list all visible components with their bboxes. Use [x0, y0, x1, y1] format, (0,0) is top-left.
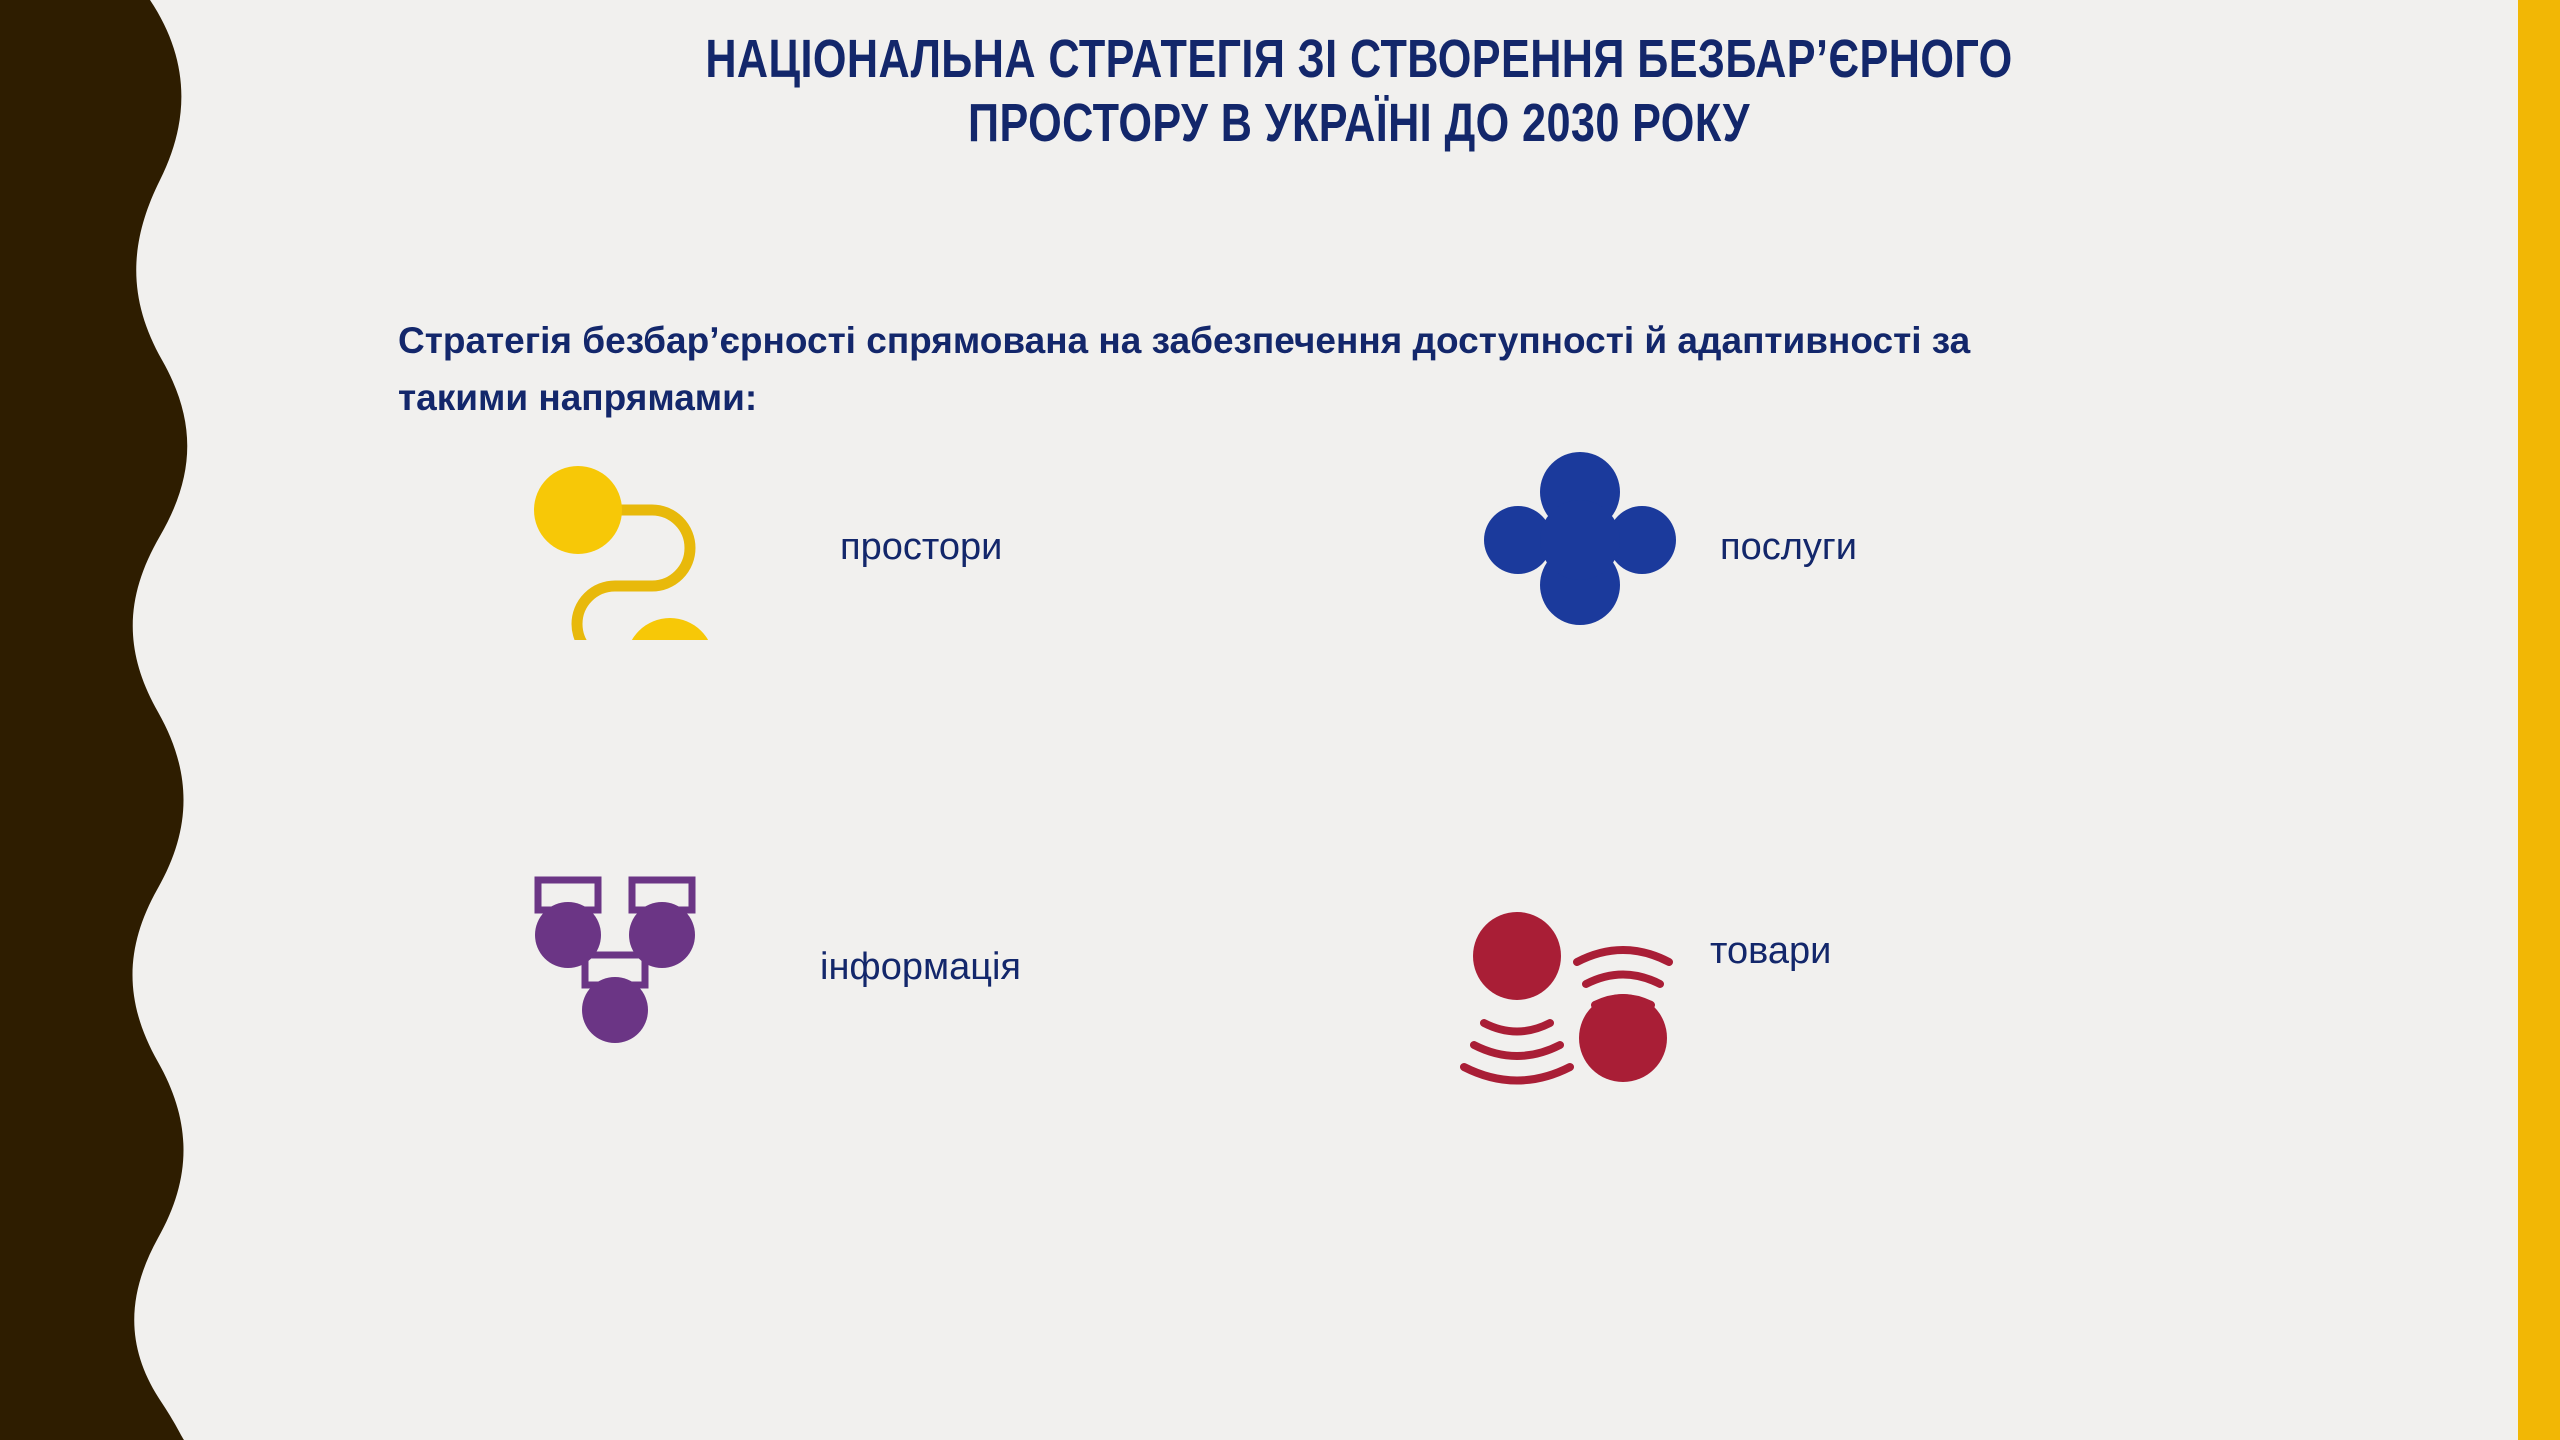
direction-item-information[interactable]: інформація — [520, 870, 1021, 1065]
title-line-2: ПРОСТОРУ В УКРАЇНІ ДО 2030 РОКУ — [968, 92, 1750, 153]
direction-item-goods[interactable]: товари — [1460, 900, 1831, 1105]
path-nodes-icon — [520, 450, 730, 706]
right-gold-bar — [2518, 0, 2560, 1440]
cluster-dots-icon — [1480, 450, 1680, 645]
directions-group: простори послуги — [0, 430, 2560, 1250]
direction-label-spaces: простори — [840, 526, 1003, 568]
badges-icon — [520, 870, 710, 1065]
intro-paragraph-line-1: Стратегія безбар’єрності спрямована на з… — [398, 320, 1971, 361]
intro-paragraph: Стратегія безбар’єрності спрямована на з… — [398, 312, 2518, 427]
direction-label-information: інформація — [820, 946, 1022, 988]
direction-item-spaces[interactable]: простори — [520, 450, 1003, 706]
direction-item-services[interactable]: послуги — [1480, 450, 1857, 645]
left-wave-decoration — [0, 0, 188, 1440]
page-title: НАЦІОНАЛЬНА СТРАТЕГІЯ ЗІ СТВОРЕННЯ БЕЗБА… — [432, 28, 2286, 155]
direction-label-services: послуги — [1720, 526, 1857, 568]
direction-label-goods: товари — [1710, 930, 1832, 972]
intro-paragraph-line-2: такими напрямами: — [398, 377, 758, 419]
title-line-1: НАЦІОНАЛЬНА СТРАТЕГІЯ ЗІ СТВОРЕННЯ БЕЗБА… — [705, 29, 2013, 89]
signal-dots-icon — [1460, 900, 1680, 1105]
